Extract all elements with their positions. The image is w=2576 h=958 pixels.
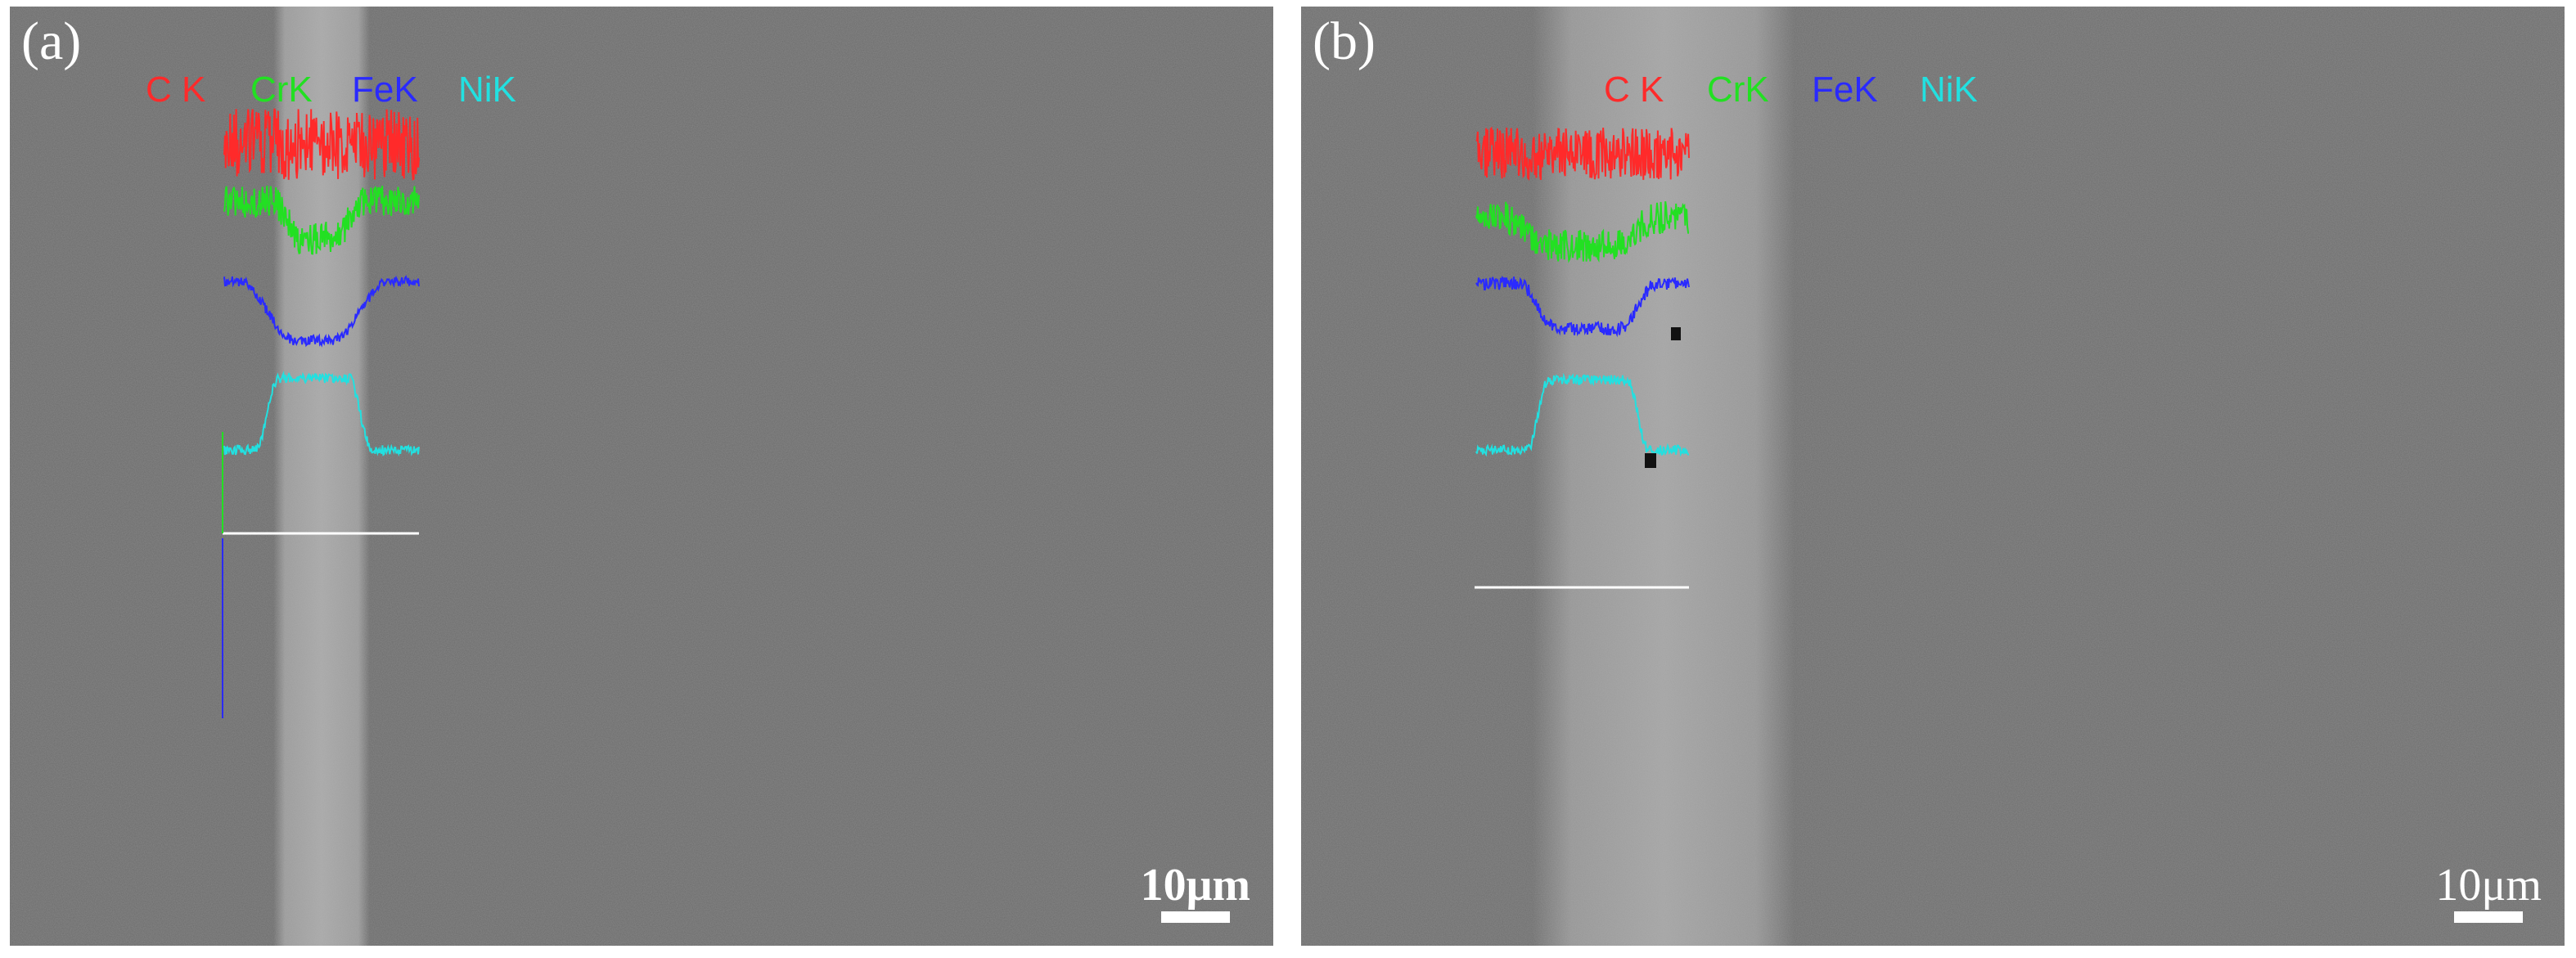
sem-image-b [1301,7,2565,946]
label-ni-a: NiK [458,70,516,110]
sem-image-a [10,7,1273,946]
scale-label-b: 10μm [2435,860,2542,911]
profile-cr-a [223,185,420,255]
profile-c-b [1475,126,1690,181]
scale-bar-line-a [1160,911,1230,923]
profile-cr-b [1475,200,1690,263]
label-cr-b: CrK [1707,70,1769,110]
panel-letter-a: (a) [21,11,82,71]
scale-bar-line-b [2454,911,2524,923]
label-c-a: C K [146,70,206,110]
sem-panel-a: (a) C K CrK FeK NiK 10μm [10,7,1273,946]
profile-fe-b [1475,276,1690,338]
scale-bar-b: 10μm [2435,862,2542,923]
scale-label-a: 10μm [1140,860,1250,911]
label-fe-a: FeK [352,70,418,110]
profile-fe-a [223,275,420,348]
label-cr-a: CrK [250,70,313,110]
panel-letter-b: (b) [1313,11,1376,71]
label-c-b: C K [1604,70,1664,110]
sem-panel-b: (b) C K CrK FeK NiK 10μm [1301,7,2565,946]
scale-bar-a: 10μm [1141,862,1250,923]
profile-ni-b [1475,372,1690,457]
label-fe-b: FeK [1812,70,1878,110]
profile-c-a [223,108,420,181]
label-ni-b: NiK [1920,70,1978,110]
profile-ni-a [223,370,420,457]
